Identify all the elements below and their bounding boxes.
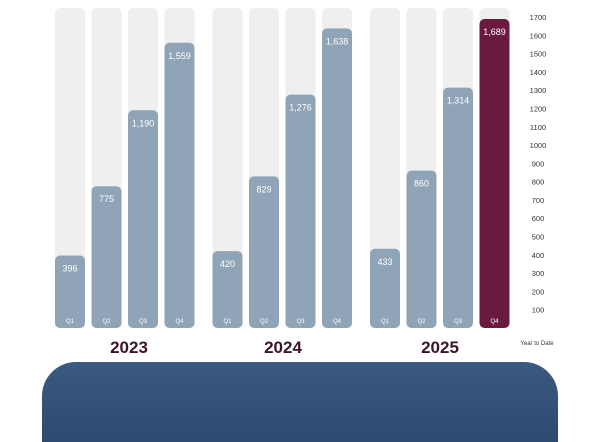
y-tick-label: 1400 <box>530 68 547 77</box>
y-tick-label: 400 <box>532 251 545 260</box>
quarter-label: Q2 <box>102 319 111 325</box>
bar-2025-q4 <box>479 19 510 328</box>
y-tick-label: 200 <box>532 287 545 296</box>
quarter-label: Q4 <box>490 319 499 325</box>
bar-2024-q3 <box>285 94 316 328</box>
y-tick-label: 900 <box>532 159 545 168</box>
bar-value-label: 1,638 <box>326 36 349 46</box>
y-tick-label: 800 <box>532 178 545 187</box>
y-tick-label: 100 <box>532 306 545 315</box>
bar-value-label: 829 <box>256 184 271 194</box>
quarter-label: Q2 <box>417 319 426 325</box>
y-axis-caption: Year to Date <box>520 341 554 347</box>
bar-2023-q4 <box>164 42 195 328</box>
y-tick-label: 1500 <box>530 50 547 59</box>
y-tick-label: 1300 <box>530 86 547 95</box>
bar-chart: 396 Q1 775 Q2 1,190 Q3 1,559 Q4 420 Q1 829 Q2 1,276 Q… <box>55 8 547 329</box>
bar-2024-q1 <box>212 251 243 328</box>
quarter-label: Q4 <box>333 319 342 325</box>
quarter-label: Q4 <box>175 319 184 325</box>
quarter-label: Q2 <box>260 319 269 325</box>
bar-value-label: 1,190 <box>132 118 155 128</box>
bar-2025-q2 <box>406 170 437 328</box>
bar-value-label: 420 <box>220 259 235 269</box>
y-tick-label: 600 <box>532 214 545 223</box>
y-tick-label: 1100 <box>530 123 546 132</box>
bar-2024-q2 <box>249 176 279 328</box>
quarter-label: Q1 <box>381 319 390 325</box>
year-label-2023: 2023 <box>110 338 148 357</box>
year-label-2024: 2024 <box>264 338 302 357</box>
bar-track-2025-q1 <box>370 8 400 328</box>
y-tick-label: 1700 <box>530 13 547 22</box>
quarter-label: Q1 <box>66 319 75 325</box>
bar-value-label: 1,314 <box>447 96 470 106</box>
bar-value-label: 1,276 <box>289 103 312 113</box>
bar-value-label: 396 <box>62 264 77 274</box>
bar-2023-q2 <box>91 186 122 328</box>
bar-2024-q4 <box>322 28 352 329</box>
bar-2023-q3 <box>128 110 158 328</box>
bar-value-label: 1,689 <box>483 27 506 37</box>
bar-track-2024-q1 <box>212 8 243 328</box>
bar-value-label: 433 <box>377 257 392 267</box>
y-tick-label: 700 <box>532 196 545 205</box>
y-tick-label: 1000 <box>530 141 547 150</box>
y-tick-label: 300 <box>532 269 545 278</box>
bar-value-label: 775 <box>99 194 114 204</box>
quarter-label: Q3 <box>454 319 463 325</box>
quarter-label: Q3 <box>296 319 305 325</box>
year-label-2025: 2025 <box>421 338 459 357</box>
quarter-label: Q1 <box>223 319 232 325</box>
y-tick-label: 500 <box>532 233 545 242</box>
footer-panel <box>42 362 558 442</box>
y-tick-label: 1600 <box>530 31 547 40</box>
bar-value-label: 1,559 <box>168 51 191 61</box>
bar-2023-q1 <box>55 255 85 328</box>
bar-2025-q3 <box>443 87 473 328</box>
quarter-label: Q3 <box>139 319 148 325</box>
y-tick-label: 1200 <box>530 104 547 113</box>
bar-2025-q1 <box>370 248 400 328</box>
bar-track-2023-q1 <box>55 8 85 328</box>
bar-value-label: 860 <box>414 179 429 189</box>
